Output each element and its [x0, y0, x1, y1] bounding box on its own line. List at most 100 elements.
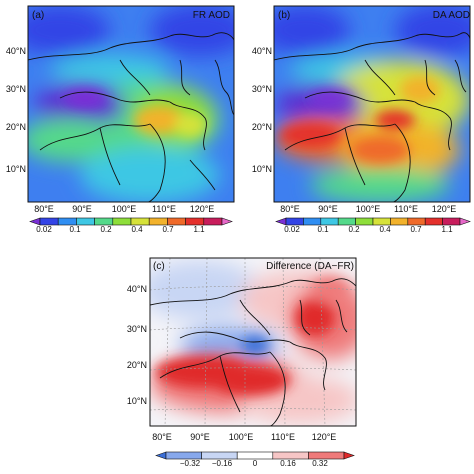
panel-a-colorbar-segment	[185, 217, 205, 226]
panel-c-cbar-tick-1: −0.16	[212, 459, 233, 468]
panel-c-colorbar	[155, 451, 355, 460]
panel-b-colorbar-segment	[320, 217, 339, 226]
panel-a-cbar-tick-3: 0.4	[131, 225, 143, 234]
panel-b-colorbar-segment	[337, 217, 356, 226]
panel-b-colorbar-segment	[390, 217, 409, 226]
panel-a-colorbar-segment	[112, 217, 132, 226]
panel-a-lat-30: 30°N	[6, 84, 26, 94]
panel-b-map-field	[274, 6, 470, 202]
panel-a-lon-120: 120°E	[190, 204, 215, 214]
panel-b-colorbar-end-high	[459, 217, 471, 226]
panel-c-colorbar-segment	[236, 451, 274, 460]
panel-c-lon-90: 90°E	[190, 432, 210, 442]
panel-c-lat-30: 30°N	[127, 324, 147, 334]
panel-a-map-field	[28, 6, 234, 202]
panel-c-lat-40: 40°N	[127, 284, 147, 294]
panel-c-lon-100: 100°E	[229, 432, 254, 442]
panel-b-colorbar-segment	[442, 217, 461, 226]
panel-a-colorbar	[29, 217, 233, 226]
panel-c-lon-120: 120°E	[312, 432, 337, 442]
panel-a-colorbar-segment	[57, 217, 77, 226]
panel-a-lon-80: 80°E	[34, 204, 54, 214]
panel-a-cbar-tick-5: 1.1	[193, 225, 205, 234]
panel-b-lon-120: 120°E	[432, 204, 457, 214]
panel-b-colorbar-segment	[285, 217, 304, 226]
panel-b-colorbar	[275, 217, 471, 226]
panel-b-colorbar-segment	[355, 217, 374, 226]
panel-b: (b) DA AOD 40°N 30°N 20°N 10°N 80°E 90°E…	[252, 5, 471, 234]
panel-b-tag: (b)	[278, 10, 290, 21]
panel-b-lon-110: 110°E	[394, 204, 418, 214]
panel-c-lat-labels: 40°N 30°N 20°N 10°N	[127, 284, 147, 406]
panel-b-cbar-tick-3: 0.4	[379, 225, 391, 234]
panel-c-colorbar-segment	[308, 451, 345, 460]
panel-c-cbar-tick-3: 0.16	[280, 459, 296, 468]
panel-a-lat-10: 10°N	[6, 164, 26, 174]
panel-b-title: DA AOD	[433, 10, 470, 21]
panel-c-lon-labels: 80°E 90°E 100°E 110°E 120°E	[152, 432, 336, 442]
panel-a-lon-labels: 80°E 90°E 100°E 110°E 120°E	[34, 204, 214, 214]
panel-a-colorbar-ticks: 0.02 0.1 0.2 0.4 0.7 1.1	[36, 225, 205, 234]
panel-b-frame	[273, 5, 471, 203]
panel-c-cbar-tick-4: 0.32	[312, 459, 328, 468]
panel-c-tag: (c)	[153, 261, 165, 272]
panel-a-colorbar-end-high	[221, 217, 233, 226]
panel-a-borders	[28, 32, 234, 202]
panel-a-colorbar-segment	[39, 217, 59, 226]
panel-b-borders	[274, 32, 470, 202]
panel-b-lat-40: 40°N	[252, 46, 272, 56]
panel-a-lon-110: 110°E	[152, 204, 176, 214]
panel-c-colorbar-end-low	[155, 451, 167, 460]
panel-b-colorbar-segment	[372, 217, 391, 226]
panel-a-frame	[27, 5, 235, 203]
panel-b-cbar-tick-5: 1.1	[441, 225, 453, 234]
panel-c-colorbar-segment	[165, 451, 202, 460]
panel-b-colorbar-segment	[407, 217, 426, 226]
panel-b-lon-100: 100°E	[356, 204, 381, 214]
panel-b-lat-30: 30°N	[252, 84, 272, 94]
panel-b-colorbar-segment	[303, 217, 322, 226]
panel-a-colorbar-segment	[130, 217, 150, 226]
panel-a-colorbar-segment	[76, 217, 95, 226]
panel-a-colorbar-segment	[167, 217, 186, 226]
panel-b-cbar-tick-2: 0.2	[348, 225, 360, 234]
panel-b-lat-10: 10°N	[252, 164, 272, 174]
panel-c-cbar-tick-0: −0.32	[180, 459, 201, 468]
panel-a-lat-20: 20°N	[6, 122, 26, 132]
panel-b-lat-20: 20°N	[252, 122, 272, 132]
panel-c-borders	[150, 278, 356, 426]
panel-a-cbar-tick-1: 0.1	[69, 225, 81, 234]
panel-c-cbar-tick-2: 0	[253, 459, 258, 468]
panel-a-tag: (a)	[32, 10, 44, 21]
panel-a-colorbar-segment	[94, 217, 114, 226]
panel-b-cbar-tick-1: 0.1	[317, 225, 329, 234]
panel-a: (a) FR AOD 40°N 30°N 20°N 10°N 80°E 90°E…	[6, 5, 235, 234]
panel-a-colorbar-end-low	[29, 217, 41, 226]
panel-b-cbar-tick-0: 0.02	[284, 225, 300, 234]
panel-c-colorbar-segment	[272, 451, 309, 460]
panel-c-lat-20: 20°N	[127, 360, 147, 370]
panel-c-colorbar-end-high	[343, 451, 355, 460]
panel-b-cbar-tick-4: 0.7	[410, 225, 422, 234]
panel-a-cbar-tick-4: 0.7	[162, 225, 174, 234]
panel-a-lat-labels: 40°N 30°N 20°N 10°N	[6, 46, 26, 174]
panel-c-colorbar-segment	[201, 451, 238, 460]
panel-c-frame	[149, 257, 357, 427]
panel-a-colorbar-segment	[203, 217, 223, 226]
panel-c-title: Difference (DA−FR)	[266, 261, 354, 272]
panel-c-lat-10: 10°N	[127, 396, 147, 406]
panel-c-lon-110: 110°E	[271, 432, 295, 442]
panel-a-lon-90: 90°E	[72, 204, 92, 214]
panel-a-cbar-tick-0: 0.02	[36, 225, 52, 234]
panel-b-lon-80: 80°E	[280, 204, 300, 214]
panel-c-colorbar-ticks: −0.32 −0.16 0 0.16 0.32	[180, 459, 328, 468]
panel-c: (c) Difference (DA−FR) 40°N 30°N 20°N 10…	[127, 257, 357, 468]
panel-b-lat-labels: 40°N 30°N 20°N 10°N	[252, 46, 272, 174]
panel-a-lon-100: 100°E	[112, 204, 137, 214]
panel-a-cbar-tick-2: 0.2	[100, 225, 112, 234]
panel-b-colorbar-segment	[424, 217, 443, 226]
panel-c-lon-80: 80°E	[152, 432, 172, 442]
panel-b-colorbar-ticks: 0.02 0.1 0.2 0.4 0.7 1.1	[284, 225, 453, 234]
panel-b-lon-labels: 80°E 90°E 100°E 110°E 120°E	[280, 204, 456, 214]
